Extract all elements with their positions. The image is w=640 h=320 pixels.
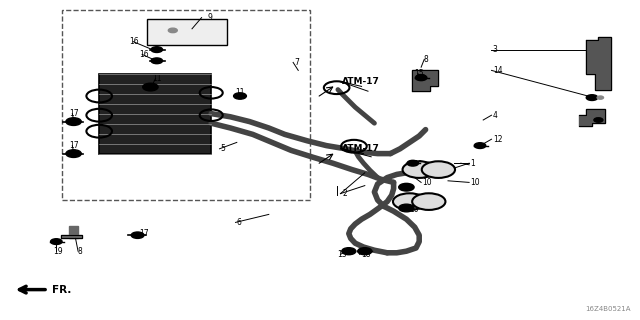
Circle shape xyxy=(412,193,445,210)
Circle shape xyxy=(474,143,486,148)
FancyBboxPatch shape xyxy=(147,19,227,45)
Circle shape xyxy=(407,160,419,166)
Circle shape xyxy=(342,248,356,255)
Text: 14: 14 xyxy=(493,66,502,75)
Text: 15: 15 xyxy=(414,69,424,78)
Text: 18: 18 xyxy=(362,250,371,259)
Text: 12: 12 xyxy=(493,135,502,144)
Polygon shape xyxy=(579,109,605,126)
Text: 2: 2 xyxy=(342,189,347,198)
Text: 1: 1 xyxy=(470,159,475,168)
Circle shape xyxy=(399,183,414,191)
Text: 11: 11 xyxy=(236,88,244,97)
Circle shape xyxy=(51,239,62,244)
Circle shape xyxy=(393,193,426,210)
Text: 9: 9 xyxy=(208,13,213,22)
Text: 4: 4 xyxy=(493,111,498,120)
Text: 18: 18 xyxy=(413,160,422,169)
Circle shape xyxy=(151,58,163,64)
Text: 19: 19 xyxy=(52,247,63,256)
Text: 17: 17 xyxy=(68,109,79,118)
Text: 6: 6 xyxy=(237,218,242,227)
Text: 13: 13 xyxy=(337,250,348,259)
Circle shape xyxy=(597,96,604,99)
Text: 3: 3 xyxy=(493,45,498,54)
Text: 10: 10 xyxy=(410,205,419,214)
Circle shape xyxy=(399,204,414,212)
Text: 16: 16 xyxy=(129,37,140,46)
Polygon shape xyxy=(412,70,438,91)
Text: 11: 11 xyxy=(152,74,161,83)
Bar xyxy=(62,10,310,200)
Text: 16: 16 xyxy=(139,50,149,59)
Circle shape xyxy=(143,83,158,91)
Circle shape xyxy=(131,232,144,238)
Text: ATM-17: ATM-17 xyxy=(342,77,380,86)
Circle shape xyxy=(403,161,436,178)
Circle shape xyxy=(66,150,81,157)
Polygon shape xyxy=(586,37,611,90)
Text: ATM-17: ATM-17 xyxy=(342,144,380,153)
Text: 17: 17 xyxy=(68,141,79,150)
Circle shape xyxy=(168,28,177,33)
Text: 5: 5 xyxy=(221,144,226,153)
Circle shape xyxy=(417,75,426,79)
Text: 8: 8 xyxy=(423,55,428,64)
Circle shape xyxy=(358,248,372,255)
Text: 8: 8 xyxy=(77,247,83,256)
Circle shape xyxy=(151,47,163,52)
Circle shape xyxy=(66,118,81,125)
Circle shape xyxy=(234,93,246,99)
Bar xyxy=(99,74,211,154)
Circle shape xyxy=(415,75,427,81)
Circle shape xyxy=(422,161,455,178)
Polygon shape xyxy=(61,235,82,238)
Text: FR.: FR. xyxy=(52,284,72,295)
Text: 10: 10 xyxy=(470,178,480,187)
Polygon shape xyxy=(69,226,78,238)
Text: 17: 17 xyxy=(139,229,149,238)
Text: 10: 10 xyxy=(422,178,432,187)
Circle shape xyxy=(594,118,603,122)
Text: 16Z4B0521A: 16Z4B0521A xyxy=(585,306,630,312)
Text: 7: 7 xyxy=(294,58,300,67)
Circle shape xyxy=(586,95,598,100)
